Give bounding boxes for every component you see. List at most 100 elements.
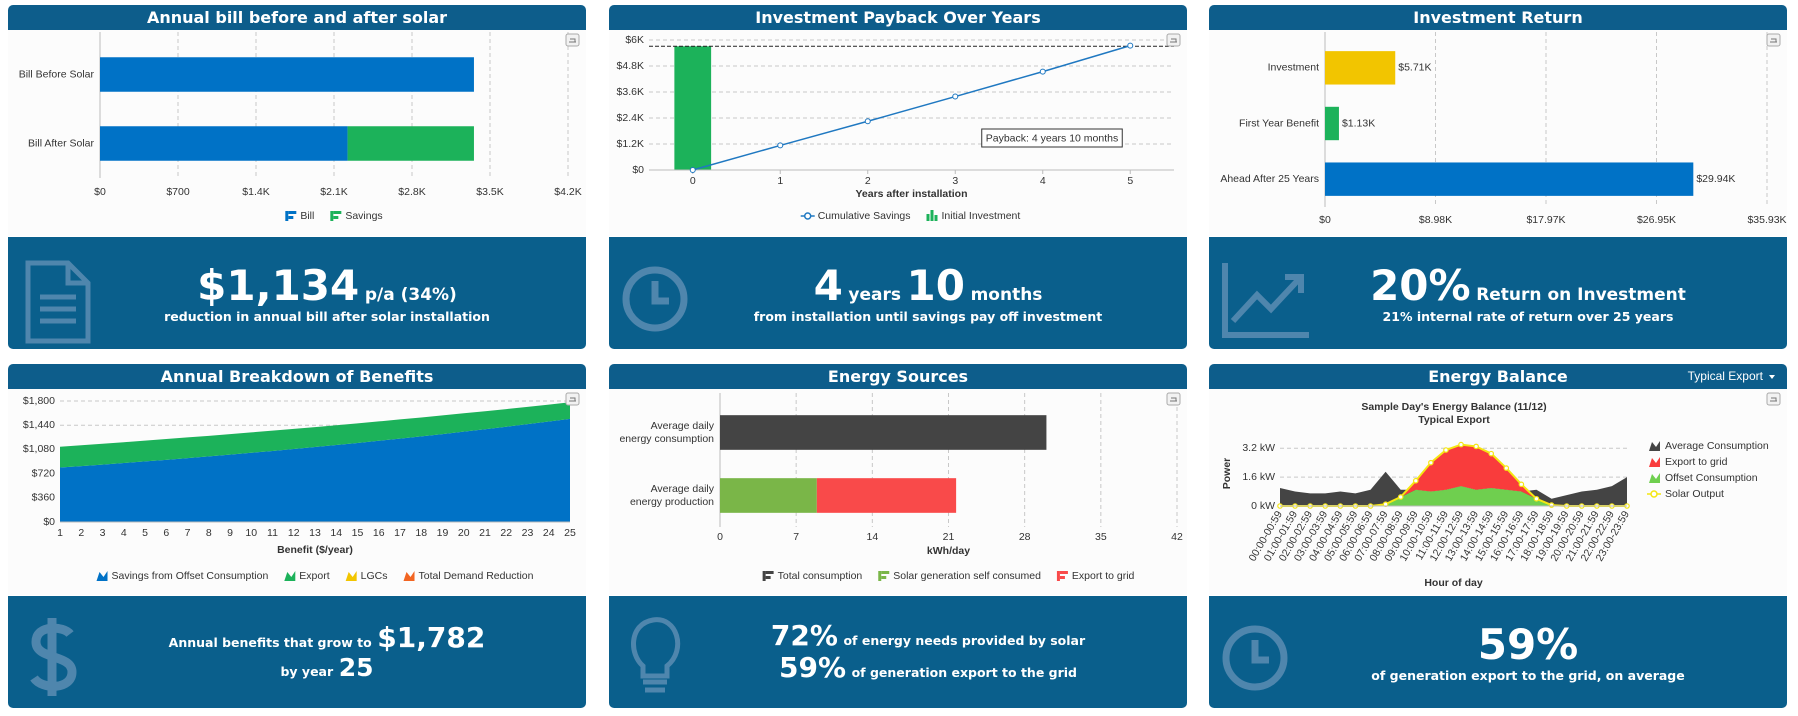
- legend-symbol: [403, 571, 415, 581]
- y-tick-label: $4.8K: [617, 60, 644, 72]
- x-tick-label: $4.2K: [554, 186, 581, 198]
- point: [952, 93, 959, 100]
- y-tick-label: 3.2 kW: [1242, 442, 1275, 454]
- category-label: Bill After Solar: [28, 137, 94, 149]
- x-axis-label: Years after installation: [855, 188, 967, 200]
- chart: $0 $8.98K $17.97K $26.95K $35.93K Investment $…: [1209, 30, 1787, 236]
- legend-label: Solar generation self consumed: [893, 570, 1041, 582]
- chart: $0 $700 $1.4K $2.1K $2.8K $3.5K $4.2K Bill Befo…: [8, 30, 586, 236]
- stat-box: $1,134 p/a (34%) reduction in annual bil…: [8, 237, 586, 349]
- panel-header: Energy Sources: [609, 364, 1187, 389]
- x-tick-label: $8.98K: [1419, 214, 1452, 226]
- line: [692, 44, 1131, 171]
- chart: 0 7 14 21 28 35 42 Average daily energy consumpt…: [609, 389, 1187, 595]
- point: [864, 118, 871, 125]
- y-tick-label: $720: [32, 467, 56, 479]
- x-tick-label: 19: [437, 527, 449, 539]
- panel-header: Annual Breakdown of Benefits: [8, 364, 586, 389]
- y-tick-label: $3.6K: [617, 86, 644, 98]
- legend-symbol: [333, 216, 339, 219]
- panel-title: Investment Return: [1413, 8, 1583, 27]
- point: [689, 167, 696, 173]
- export-button[interactable]: [565, 33, 580, 47]
- stat-unit: years: [848, 284, 901, 305]
- legend-label: Bill: [300, 210, 314, 222]
- export-button[interactable]: [1766, 33, 1781, 47]
- stat-text: 20% Return on Investment 21% internal ra…: [1269, 237, 1787, 349]
- x-tick-label: 28: [1019, 531, 1031, 543]
- legend: Bill Savings: [285, 210, 383, 222]
- x-tick-label: 21: [479, 527, 491, 539]
- clock-icon: [622, 266, 688, 332]
- x-tick-label: 4: [1040, 175, 1046, 187]
- legend-symbol: [345, 571, 357, 581]
- y-tick-label: $360: [32, 492, 56, 504]
- legend-label: Total consumption: [778, 570, 863, 582]
- legend-item: Savings: [330, 210, 383, 222]
- legend: Cumulative Savings Initial Investment: [800, 210, 1020, 222]
- stat-suffix: p/a (34%): [364, 284, 457, 305]
- export-button-frame: [1166, 33, 1181, 47]
- legend-symbol: [881, 571, 890, 574]
- stat-value: $1,134: [197, 260, 360, 310]
- legend-symbol: [1650, 490, 1658, 498]
- point: [1039, 68, 1046, 75]
- x-tick-label: 3: [100, 527, 106, 539]
- legend-symbol: [330, 211, 334, 221]
- x-tick-label: 12: [288, 527, 300, 539]
- point: [1473, 443, 1479, 450]
- stat-box: Annual benefits that grow to $1,782 by y…: [8, 596, 586, 708]
- x-tick-label: 8: [206, 527, 212, 539]
- bar: [1325, 106, 1339, 141]
- bar: [100, 126, 348, 161]
- x-tick-label: 5: [142, 527, 148, 539]
- export-button[interactable]: [1766, 392, 1781, 406]
- export-button[interactable]: [565, 392, 580, 406]
- y-tick-label: $6K: [625, 34, 644, 46]
- panel: Energy Sources 0 7 14 21 28 35 42 Average daily…: [609, 364, 1187, 708]
- legend-item: Bill: [285, 210, 314, 222]
- x-tick-label: $17.97K: [1526, 214, 1565, 226]
- x-tick-label: $35.93K: [1747, 214, 1786, 226]
- panel-header: Investment Return: [1209, 5, 1787, 30]
- export-button-frame: [565, 33, 580, 47]
- x-tick-label: 24: [543, 527, 555, 539]
- area: [60, 402, 570, 468]
- export-button-glyph: [569, 38, 576, 43]
- export-button[interactable]: [1166, 33, 1181, 47]
- point: [1458, 441, 1464, 448]
- x-tick-label: $2.1K: [320, 186, 347, 198]
- x-tick-label: $700: [166, 186, 190, 198]
- legend-symbol: [1059, 571, 1068, 574]
- x-tick-label: 6: [163, 527, 169, 539]
- bar: [816, 478, 957, 513]
- panel: Investment Payback Over Years $0 $1.2K $2.…: [609, 5, 1187, 349]
- x-axis-label: Hour of day: [1424, 577, 1482, 589]
- x-tick-label: 21: [943, 531, 955, 543]
- x-tick-label: 5: [1127, 175, 1133, 187]
- x-tick-label: 7: [793, 531, 799, 543]
- stat-suffix: of energy needs provided by solar: [843, 632, 1086, 648]
- legend-symbol: [284, 571, 296, 581]
- bar: [674, 46, 712, 170]
- x-tick-label: 35: [1095, 531, 1107, 543]
- stat-value: $1,782: [377, 620, 486, 654]
- legend-symbol: [288, 211, 297, 214]
- panel-title: Energy Sources: [827, 367, 969, 386]
- legend-symbol: [765, 571, 774, 574]
- point: [1533, 495, 1540, 502]
- chart: Sample Day's Energy Balance (11/12)Typic…: [1209, 389, 1787, 595]
- panel: Annual bill before and after solar $0 $70…: [8, 5, 586, 349]
- x-tick-label: 2: [78, 527, 84, 539]
- area: [60, 418, 570, 522]
- export-button[interactable]: [1166, 392, 1181, 406]
- legend-item: Solar Output: [1647, 488, 1724, 500]
- panel-title: Annual Breakdown of Benefits: [160, 367, 434, 386]
- document-icon: [25, 260, 91, 344]
- legend-label: LGCs: [361, 570, 388, 582]
- legend-item: Offset Consumption: [1649, 472, 1758, 484]
- point: [1548, 502, 1555, 508]
- scenario-dropdown[interactable]: Typical Export: [1688, 364, 1776, 389]
